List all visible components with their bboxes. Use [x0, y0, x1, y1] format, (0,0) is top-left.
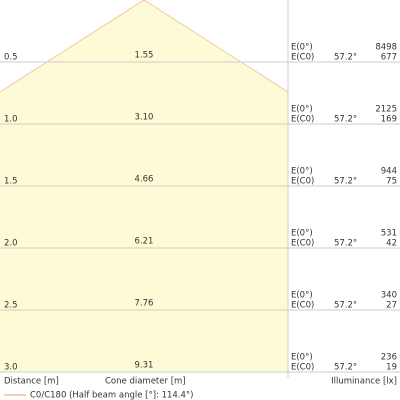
diameter: 3.10 [135, 113, 154, 123]
e0-value: 2125 [375, 105, 397, 115]
ec0-label: E(C0) [291, 115, 314, 125]
diameter: 1.55 [135, 51, 154, 61]
cone-edge [0, 0, 289, 93]
ec0-value: 42 [386, 239, 397, 249]
e0-label: E(0°) [291, 43, 313, 53]
diameter: 6.21 [135, 237, 154, 247]
ec0-label: E(C0) [291, 53, 314, 63]
e0-label: E(0°) [291, 105, 313, 115]
illuminance-label: Illuminance [lx] [331, 377, 397, 387]
ec0-value: 169 [381, 115, 397, 125]
ec0-label: E(C0) [291, 177, 314, 187]
angle: 57.2° [334, 53, 357, 63]
diameter: 7.76 [135, 299, 154, 309]
angle: 57.2° [334, 177, 357, 187]
ec0-label: E(C0) [291, 239, 314, 249]
distance: 2.0 [4, 239, 18, 249]
e0-value: 531 [381, 229, 397, 239]
distance: 1.0 [4, 115, 18, 125]
e0-value: 8498 [375, 43, 397, 53]
e0-label: E(0°) [291, 229, 313, 239]
distance: 1.5 [4, 177, 18, 187]
e0-value: 340 [381, 291, 397, 301]
angle: 57.2° [334, 301, 357, 311]
e0-value: 236 [381, 353, 397, 363]
e0-value: 944 [381, 167, 397, 177]
ec0-value: 27 [386, 301, 397, 311]
ec0-value: 19 [386, 363, 397, 373]
e0-label: E(0°) [291, 167, 313, 177]
ec0-label: E(C0) [291, 301, 314, 311]
distance: 0.5 [4, 53, 18, 63]
e0-label: E(0°) [291, 353, 313, 363]
legend-label: C0/C180 (Half beam angle [°]: 114.4°) [30, 391, 194, 400]
distance: 2.5 [4, 301, 18, 311]
ec0-value: 677 [381, 53, 397, 63]
angle: 57.2° [334, 363, 357, 373]
diameter: 4.66 [135, 175, 154, 185]
diameter: 9.31 [135, 361, 154, 371]
distance-label: Distance [m] [4, 377, 59, 387]
angle: 57.2° [334, 115, 357, 125]
distance: 3.0 [4, 363, 18, 373]
e0-label: E(0°) [291, 291, 313, 301]
ec0-label: E(C0) [291, 363, 314, 373]
diameter-label: Cone diameter [m] [105, 377, 186, 387]
angle: 57.2° [334, 239, 357, 249]
ec0-value: 75 [386, 177, 397, 187]
